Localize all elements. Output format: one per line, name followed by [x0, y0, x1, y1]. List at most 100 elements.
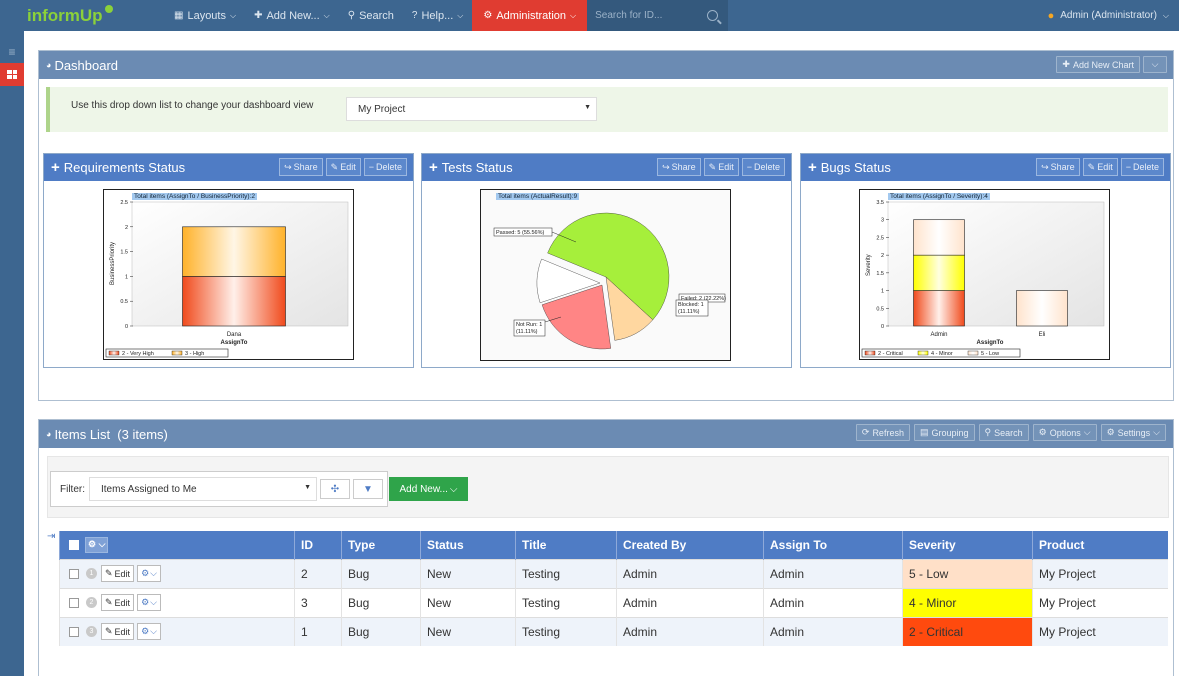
- cell-type: Bug: [341, 616, 421, 646]
- dashboard-icon: ◕: [46, 429, 52, 439]
- nav-add-new[interactable]: ✚ Add New... ⌵: [245, 0, 339, 31]
- row-checkbox[interactable]: [69, 626, 79, 637]
- nav-layouts[interactable]: ▦ Layouts ⌵: [165, 0, 245, 31]
- chevron-down-icon: ⌵: [150, 597, 157, 607]
- nav-search[interactable]: ⚲ Search: [339, 0, 403, 31]
- table-row[interactable]: 2 ✎ Edit ⚙ ⌵ 3 Bug New Testing Admin Admin 4 - Mino…: [59, 587, 1168, 617]
- add-new-chart-label: Add New Chart: [1072, 59, 1134, 70]
- chevron-down-icon: ⌵: [150, 568, 157, 578]
- column-assign-to[interactable]: Assign To: [763, 531, 903, 559]
- share-button[interactable]: ↪ Share: [1036, 158, 1080, 176]
- column-id[interactable]: ID: [294, 531, 342, 559]
- delete-button[interactable]: − Delete: [741, 158, 785, 176]
- column-title[interactable]: Title: [515, 531, 617, 559]
- row-checkbox[interactable]: [69, 568, 79, 579]
- column-gear-button[interactable]: ⚙ ⌵: [85, 536, 109, 553]
- filter-button[interactable]: ▼: [353, 479, 383, 499]
- bugs-bar: [913, 290, 965, 327]
- row-gear-button[interactable]: ⚙ ⌵: [137, 565, 161, 582]
- requirements-bar: [182, 226, 286, 277]
- cell-title[interactable]: Testing: [515, 616, 617, 646]
- column-status[interactable]: Status: [420, 531, 516, 559]
- pencil-icon: ✎: [330, 161, 339, 172]
- row-gear-button[interactable]: ⚙ ⌵: [137, 594, 161, 611]
- refresh-label: Refresh: [872, 427, 904, 438]
- filter-select[interactable]: Items Assigned to Me ▼: [89, 477, 317, 501]
- user-menu[interactable]: ● Admin (Administrator) ⌵: [1048, 0, 1169, 31]
- requirements-tick-label: 2: [125, 225, 128, 231]
- requirements-tick-label: 2.5: [120, 200, 128, 206]
- column-created-by[interactable]: Created By: [616, 531, 764, 559]
- export-icon[interactable]: ⇥: [47, 531, 56, 542]
- legend-very-high: 2 - Very High: [122, 351, 154, 357]
- nav-search-label: Search: [359, 9, 394, 22]
- tests-chart-title: Tests Status: [441, 160, 513, 175]
- search-icon[interactable]: [707, 10, 719, 21]
- dashboard-grid-icon[interactable]: [0, 63, 24, 86]
- settings-label: Settings: [1117, 427, 1151, 438]
- share-icon: ↪: [1041, 161, 1049, 172]
- row-actions-cell: 1 ✎ Edit ⚙ ⌵: [59, 558, 295, 588]
- table-row[interactable]: 1 ✎ Edit ⚙ ⌵ 2 Bug New Testing Admin Admin 5 - Low M…: [59, 558, 1168, 588]
- pie-label-passed: Passed: 5 (55.56%): [496, 230, 544, 236]
- gear-icon: ⚙: [141, 568, 150, 578]
- bugs-y-label: Severity: [866, 254, 872, 276]
- cell-id: 2: [294, 558, 342, 588]
- delete-button[interactable]: − Delete: [1120, 158, 1164, 176]
- add-new-chart-button[interactable]: ✚ Add New Chart: [1056, 56, 1140, 73]
- row-edit-button[interactable]: ✎ Edit: [101, 594, 135, 611]
- bugs-bar: [913, 254, 965, 291]
- cell-severity: 5 - Low: [902, 558, 1033, 588]
- grouping-button[interactable]: ▤ Grouping: [913, 424, 975, 441]
- app-logo[interactable]: informUp: [0, 0, 165, 31]
- edit-button[interactable]: ✎ Edit: [1082, 158, 1118, 176]
- delete-button[interactable]: − Delete: [363, 158, 407, 176]
- select-all-checkbox[interactable]: [69, 539, 79, 550]
- nav-administration[interactable]: ⚙ Administration ⌵: [472, 0, 588, 31]
- top-nav: informUp ▦ Layouts ⌵ ✚ Add New... ⌵ ⚲ Search …: [0, 0, 1179, 31]
- settings-button[interactable]: ⚙ Settings ⌵: [1100, 424, 1166, 441]
- user-name: Admin (Administrator): [1060, 10, 1157, 21]
- grouping-icon: ▤: [919, 427, 929, 437]
- row-edit-button[interactable]: ✎ Edit: [101, 565, 135, 582]
- row-checkbox[interactable]: [69, 597, 79, 608]
- add-new-item-button[interactable]: Add New... ⌵: [389, 477, 468, 501]
- edit-button[interactable]: ✎ Edit: [703, 158, 739, 176]
- delete-label: Delete: [753, 162, 780, 172]
- id-search-input[interactable]: Search for ID...: [587, 0, 729, 31]
- nav-help[interactable]: ? Help... ⌵: [403, 0, 472, 31]
- chevron-down-icon: ⌵: [570, 10, 577, 20]
- menu-toggle-icon[interactable]: ≡: [8, 44, 16, 59]
- share-button[interactable]: ↪ Share: [279, 158, 323, 176]
- requirements-chart-tag: Total items (AssignTo / BusinessPriority…: [132, 193, 258, 200]
- options-button[interactable]: ⚙ Options ⌵: [1032, 424, 1097, 441]
- column-product[interactable]: Product: [1032, 531, 1168, 559]
- requirements-tick-label: 1.5: [120, 250, 128, 256]
- legend-swatch-minor: [917, 350, 929, 356]
- search-icon: ⚲: [984, 427, 992, 437]
- dashboard-collapse-button[interactable]: ⌵: [1143, 56, 1167, 73]
- row-gear-button[interactable]: ⚙ ⌵: [137, 623, 161, 641]
- cell-title[interactable]: Testing: [515, 558, 617, 588]
- row-edit-button[interactable]: ✎ Edit: [101, 623, 135, 641]
- pie-slice-not-run: [536, 258, 601, 304]
- dashboard-view-select[interactable]: My Project ▼: [346, 97, 597, 121]
- row-number: 3: [86, 626, 97, 638]
- cell-title[interactable]: Testing: [515, 587, 617, 617]
- refresh-button[interactable]: ⟳ Refresh: [855, 424, 910, 441]
- pin-filter-button[interactable]: ✣: [320, 479, 350, 499]
- column-type[interactable]: Type: [341, 531, 421, 559]
- edit-button[interactable]: ✎ Edit: [325, 158, 361, 176]
- share-button[interactable]: ↪ Share: [657, 158, 701, 176]
- column-severity[interactable]: Severity: [902, 531, 1033, 559]
- minus-icon: −: [1125, 162, 1131, 172]
- chevron-down-icon: ⌵: [1083, 427, 1091, 437]
- search-icon: ⚲: [347, 10, 356, 21]
- gear-icon: ⚙: [141, 626, 150, 637]
- nav-layouts-label: Layouts: [187, 9, 226, 22]
- table-row[interactable]: 3 ✎ Edit ⚙ ⌵ 1 Bug New Testing Admin Admin 2 - Crit…: [59, 616, 1168, 646]
- search-button[interactable]: ⚲ Search: [978, 424, 1029, 441]
- plus-icon: ✚: [1062, 59, 1070, 69]
- pie-slice-failed: [541, 284, 611, 350]
- options-label: Options: [1049, 427, 1081, 438]
